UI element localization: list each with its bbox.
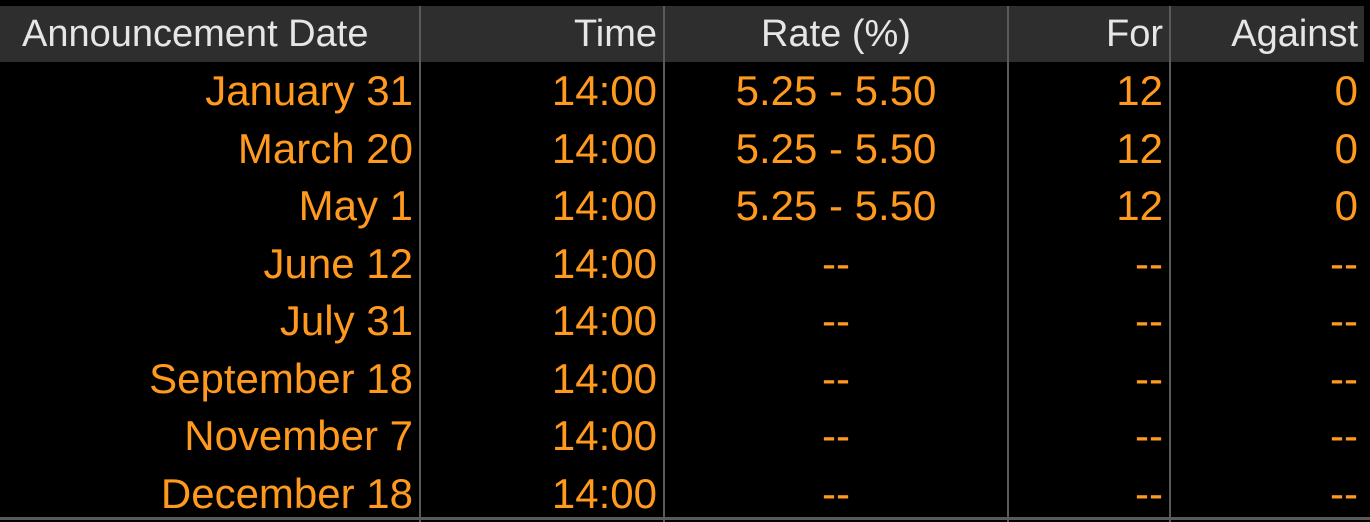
cell-time: 14:00 <box>420 177 664 235</box>
cell-against: -- <box>1170 350 1364 408</box>
cell-rate: 5.25 - 5.50 <box>664 177 1008 235</box>
table-body: January 31 14:00 5.25 - 5.50 12 0 March … <box>0 62 1364 522</box>
cell-time: 14:00 <box>420 407 664 465</box>
cell-time: 14:00 <box>420 465 664 522</box>
table-row[interactable]: June 12 14:00 -- -- -- <box>0 235 1364 293</box>
cell-announcement-date: July 31 <box>0 292 420 350</box>
cell-announcement-date: May 1 <box>0 177 420 235</box>
cell-rate: -- <box>664 407 1008 465</box>
cell-for: 12 <box>1008 120 1170 178</box>
cell-against: -- <box>1170 292 1364 350</box>
cell-for: 12 <box>1008 177 1170 235</box>
cell-announcement-date: December 18 <box>0 465 420 522</box>
table-row[interactable]: July 31 14:00 -- -- -- <box>0 292 1364 350</box>
column-header-against[interactable]: Against <box>1170 6 1364 62</box>
rate-decision-table: Announcement Date Time Rate (%) For Agai… <box>0 6 1364 522</box>
cell-against: -- <box>1170 407 1364 465</box>
cell-for: -- <box>1008 407 1170 465</box>
header-row: Announcement Date Time Rate (%) For Agai… <box>0 6 1364 62</box>
cell-rate: -- <box>664 292 1008 350</box>
cell-announcement-date: January 31 <box>0 62 420 120</box>
cell-announcement-date: March 20 <box>0 120 420 178</box>
table-row[interactable]: December 18 14:00 -- -- -- <box>0 465 1364 522</box>
column-header-rate[interactable]: Rate (%) <box>664 6 1008 62</box>
cell-time: 14:00 <box>420 62 664 120</box>
cell-for: -- <box>1008 465 1170 522</box>
cell-for: -- <box>1008 292 1170 350</box>
table-row[interactable]: March 20 14:00 5.25 - 5.50 12 0 <box>0 120 1364 178</box>
table-row[interactable]: November 7 14:00 -- -- -- <box>0 407 1364 465</box>
cell-against: -- <box>1170 235 1364 293</box>
cell-rate: 5.25 - 5.50 <box>664 62 1008 120</box>
cell-for: -- <box>1008 235 1170 293</box>
cell-announcement-date: November 7 <box>0 407 420 465</box>
cell-rate: 5.25 - 5.50 <box>664 120 1008 178</box>
cell-time: 14:00 <box>420 292 664 350</box>
column-header-time[interactable]: Time <box>420 6 664 62</box>
cell-against: 0 <box>1170 120 1364 178</box>
table-header: Announcement Date Time Rate (%) For Agai… <box>0 6 1364 62</box>
cell-announcement-date: September 18 <box>0 350 420 408</box>
cell-for: 12 <box>1008 62 1170 120</box>
cell-against: -- <box>1170 465 1364 522</box>
table-row[interactable]: September 18 14:00 -- -- -- <box>0 350 1364 408</box>
cell-rate: -- <box>664 350 1008 408</box>
cell-announcement-date: June 12 <box>0 235 420 293</box>
cell-rate: -- <box>664 465 1008 522</box>
cell-against: 0 <box>1170 62 1364 120</box>
cell-for: -- <box>1008 350 1170 408</box>
cell-rate: -- <box>664 235 1008 293</box>
column-header-announcement-date[interactable]: Announcement Date <box>0 6 420 62</box>
cell-time: 14:00 <box>420 120 664 178</box>
cell-time: 14:00 <box>420 235 664 293</box>
table-row[interactable]: May 1 14:00 5.25 - 5.50 12 0 <box>0 177 1364 235</box>
column-header-for[interactable]: For <box>1008 6 1170 62</box>
table-row[interactable]: January 31 14:00 5.25 - 5.50 12 0 <box>0 62 1364 120</box>
cell-against: 0 <box>1170 177 1364 235</box>
cell-time: 14:00 <box>420 350 664 408</box>
